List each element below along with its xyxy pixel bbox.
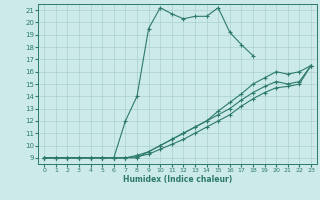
X-axis label: Humidex (Indice chaleur): Humidex (Indice chaleur) — [123, 175, 232, 184]
